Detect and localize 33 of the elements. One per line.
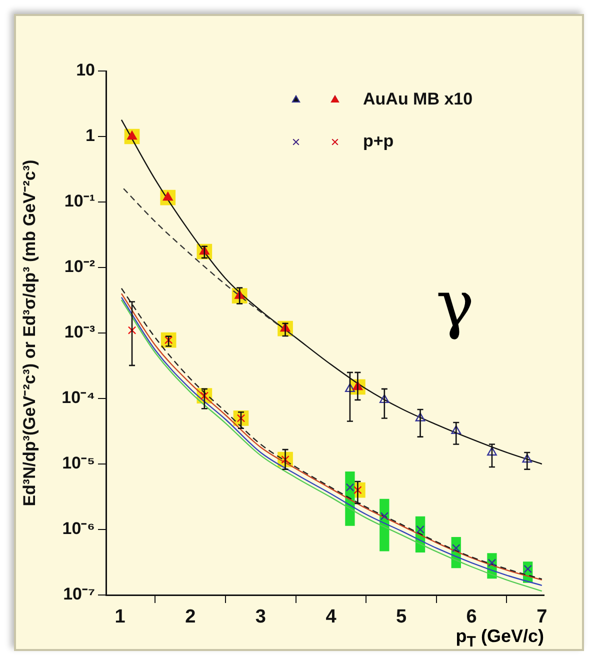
y-tick-label: 10⁻² <box>64 257 96 276</box>
x-tick-label: 3 <box>255 606 266 628</box>
legend-label: AuAu MB x10 <box>363 90 473 109</box>
y-tick-label: 1 <box>86 126 95 146</box>
y-tick-label: 10⁻³ <box>64 322 96 342</box>
y-axis-title: Ed³N/dp³(GeV⁻²c³) or Ed³σ/dp³ (mb GeV⁻²c³) <box>20 160 39 506</box>
x-tick-label: 2 <box>185 606 196 628</box>
x-tick-label: 7 <box>536 606 548 628</box>
x-tick-label: 5 <box>396 606 407 628</box>
point <box>379 394 390 404</box>
y-tick-label: 10⁻⁷ <box>63 584 95 604</box>
point <box>487 446 497 456</box>
point <box>128 326 136 334</box>
point <box>346 483 354 492</box>
y-tick-label: 10⁻⁵ <box>62 454 95 473</box>
annotation: γ <box>436 268 474 342</box>
y-tick-label: 10⁻⁶ <box>62 519 95 538</box>
y-tick-label: 10 <box>76 60 95 80</box>
point <box>345 383 355 392</box>
point <box>452 544 460 552</box>
x-tick-label: 1 <box>114 606 126 628</box>
point <box>451 425 462 434</box>
x-axis-title: p$_{T}$ (GeV/c) <box>456 626 544 652</box>
point <box>416 525 424 534</box>
legend-label: p+p <box>363 132 394 151</box>
x-tick-label: 4 <box>326 606 337 628</box>
x-tick-label: 6 <box>466 606 477 628</box>
y-tick-label: 10⁻¹ <box>64 192 96 211</box>
line-series <box>122 188 296 338</box>
point <box>380 512 389 520</box>
y-tick-label: 10⁻⁴ <box>62 388 95 408</box>
point <box>415 412 426 422</box>
point <box>522 454 532 463</box>
